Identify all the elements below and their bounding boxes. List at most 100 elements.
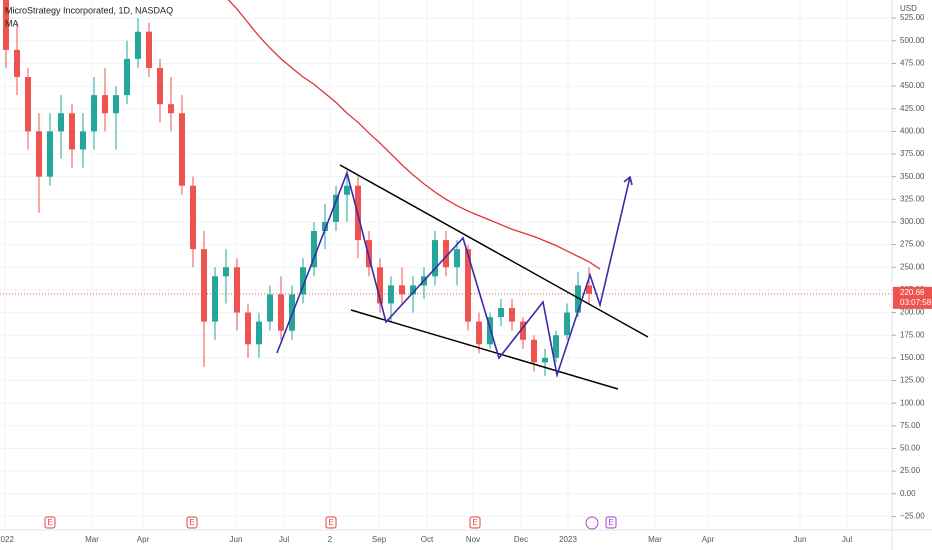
chart-title: MicroStrategy Incorporated, 1D, NASDAQ bbox=[5, 5, 173, 15]
x-tick-label: Dec bbox=[514, 535, 528, 544]
x-tick-label: Sep bbox=[372, 535, 387, 544]
candle-body bbox=[179, 113, 185, 186]
candle-body bbox=[80, 131, 86, 150]
x-tick-label: Apr bbox=[702, 535, 715, 544]
y-tick-label: 75.00 bbox=[900, 421, 921, 430]
event-label: E bbox=[328, 518, 333, 527]
candle-body bbox=[344, 185, 350, 195]
y-tick-label: 275.00 bbox=[900, 240, 925, 249]
candle-body bbox=[36, 131, 42, 177]
candle-body bbox=[3, 0, 9, 50]
x-tick-label: Jul bbox=[279, 535, 289, 544]
candle-body bbox=[135, 31, 141, 59]
candle-body bbox=[465, 249, 471, 322]
x-axis: 2022 Mar Apr Jun Jul 2 Sep Oct Nov Dec 2023 Mar Apr J… bbox=[0, 535, 852, 544]
y-tick-label: 125.00 bbox=[900, 376, 925, 385]
trendline-lower bbox=[350, 309, 619, 390]
candle-body bbox=[157, 67, 163, 105]
y-tick-label: 400.00 bbox=[900, 126, 925, 135]
candle-body bbox=[322, 221, 328, 232]
y-tick-label: 425.00 bbox=[900, 104, 925, 113]
y-axis: 525.00 500.00 475.00 450.00 425.00 400.00 375.… bbox=[892, 13, 932, 521]
event-icon bbox=[585, 516, 599, 530]
x-tick-label: Jul bbox=[842, 535, 852, 544]
y-tick-label: 25.00 bbox=[900, 466, 921, 475]
arrow-head bbox=[623, 175, 633, 186]
event-marker bbox=[186, 516, 198, 529]
y-tick-label: 375.00 bbox=[900, 149, 925, 158]
candle-body bbox=[124, 58, 130, 96]
candle-body bbox=[520, 321, 526, 340]
y-tick-label: 0.00 bbox=[900, 489, 916, 498]
y-tick-label: 350.00 bbox=[900, 172, 925, 181]
y-tick-label: 250.00 bbox=[900, 262, 925, 271]
x-tick-label: Mar bbox=[85, 535, 99, 544]
x-tick-label: Apr bbox=[137, 535, 150, 544]
event-label: E bbox=[472, 518, 477, 527]
candle-body bbox=[542, 357, 548, 363]
y-tick-label: 300.00 bbox=[900, 217, 925, 226]
candle-body bbox=[399, 285, 405, 295]
y-tick-label: 475.00 bbox=[900, 59, 925, 68]
y-tick-label: 100.00 bbox=[900, 398, 925, 407]
candle-body bbox=[146, 31, 152, 68]
ma-line bbox=[227, 0, 601, 270]
candle-body bbox=[91, 95, 97, 132]
candle-body bbox=[190, 185, 196, 250]
candle-body bbox=[432, 240, 438, 277]
countdown: 03:07:58 bbox=[900, 298, 932, 307]
candle-body bbox=[113, 95, 119, 114]
event-marker bbox=[44, 516, 56, 529]
candle-body bbox=[234, 267, 240, 313]
candle-body bbox=[366, 240, 372, 268]
candle-body bbox=[58, 113, 64, 132]
event-label: E bbox=[189, 518, 194, 527]
candle-body bbox=[498, 308, 504, 318]
candle-body bbox=[509, 308, 515, 322]
candle-body bbox=[300, 267, 306, 295]
candle-body bbox=[168, 104, 174, 114]
candle-body bbox=[311, 231, 317, 268]
y-tick-label: 200.00 bbox=[900, 308, 925, 317]
event-marker bbox=[605, 516, 617, 529]
ma-layer bbox=[227, 0, 601, 270]
trendline-upper bbox=[339, 164, 649, 338]
y-tick-label: 50.00 bbox=[900, 444, 921, 453]
candle-body bbox=[201, 249, 207, 322]
y-tick-label: 175.00 bbox=[900, 330, 925, 339]
candle-body bbox=[564, 312, 570, 336]
candle-body bbox=[69, 113, 75, 150]
candle-body bbox=[454, 249, 460, 268]
candle-body bbox=[14, 49, 20, 78]
y-tick-label: 325.00 bbox=[900, 194, 925, 203]
candle-body bbox=[553, 335, 559, 358]
currency: USD bbox=[900, 4, 917, 13]
candle-body bbox=[586, 285, 592, 294]
candle-body bbox=[278, 294, 284, 331]
candle-body bbox=[223, 267, 229, 277]
x-tick-label: 2 bbox=[328, 535, 333, 544]
candle-body bbox=[25, 77, 31, 132]
projection-path bbox=[276, 170, 631, 379]
y-tick-label: 450.00 bbox=[900, 81, 925, 90]
candle-body bbox=[333, 194, 339, 222]
candle-body bbox=[531, 339, 537, 363]
y-tick-label: −25.00 bbox=[900, 512, 925, 521]
candle-body bbox=[102, 95, 108, 114]
event-label: E bbox=[608, 518, 613, 527]
candle-body bbox=[410, 285, 416, 295]
y-tick-label: 525.00 bbox=[900, 13, 925, 22]
x-tick-label: 2022 bbox=[0, 535, 14, 544]
x-tick-label: Oct bbox=[421, 535, 434, 544]
candle-body bbox=[212, 276, 218, 322]
candle-body bbox=[388, 285, 394, 304]
indicator-label: MA bbox=[5, 18, 19, 28]
candle-body bbox=[443, 240, 449, 268]
x-tick-label: Mar bbox=[648, 535, 662, 544]
candle-body bbox=[256, 321, 262, 345]
candle-body bbox=[476, 321, 482, 345]
candle-body bbox=[575, 285, 581, 313]
y-tick-label: 150.00 bbox=[900, 353, 925, 362]
